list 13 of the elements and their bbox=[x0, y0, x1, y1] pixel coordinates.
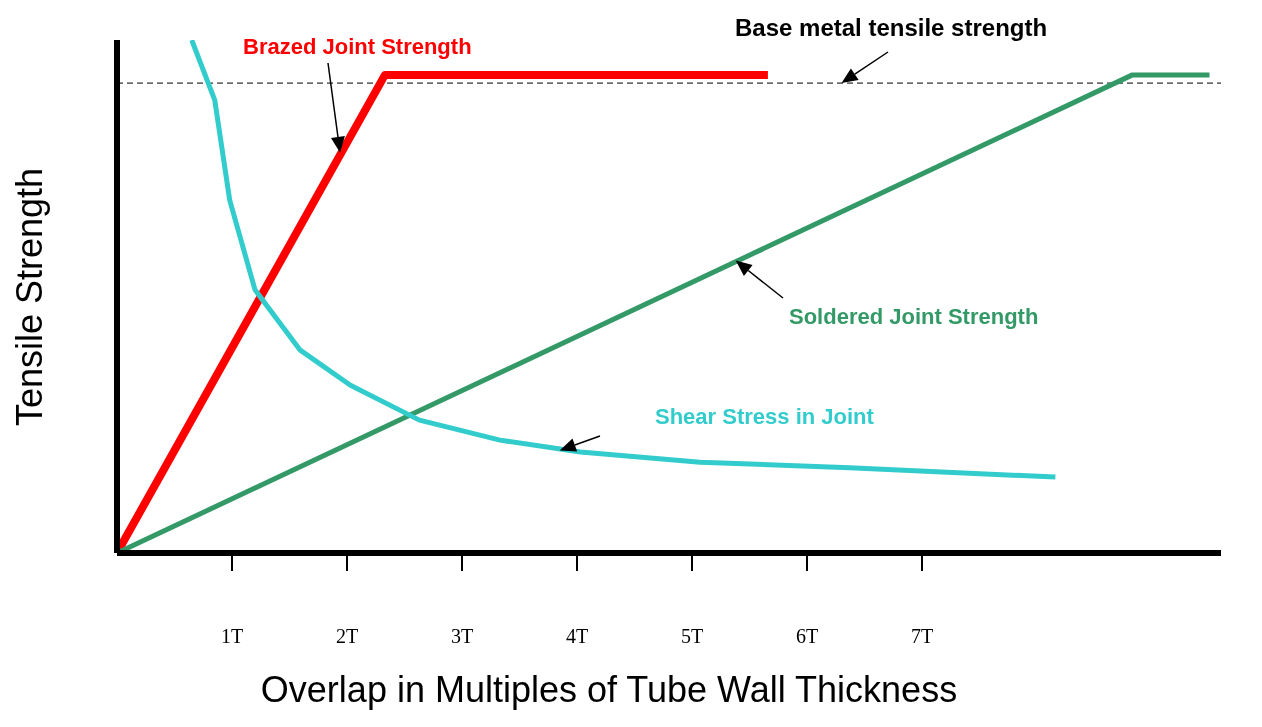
ref-line-label: Base metal tensile strength bbox=[735, 14, 1048, 42]
y-axis-title: Tensile Strength bbox=[9, 167, 51, 426]
x-tick-label: 3T bbox=[450, 625, 474, 647]
x-tick-label: 2T bbox=[335, 625, 359, 647]
series-label: Shear Stress in Joint bbox=[655, 404, 874, 430]
series-label: Brazed Joint Strength bbox=[243, 34, 472, 60]
x-tick-label: 4T bbox=[565, 625, 589, 647]
x-tick-label: 7T bbox=[910, 625, 934, 647]
x-axis-title: Overlap in Multiples of Tube Wall Thickness bbox=[259, 669, 959, 711]
x-tick-label: 5T bbox=[680, 625, 704, 647]
x-tick-label: 6T bbox=[795, 625, 819, 647]
x-tick-label: 1T bbox=[220, 625, 244, 647]
text: Soldered Joint Strength bbox=[789, 304, 1039, 330]
